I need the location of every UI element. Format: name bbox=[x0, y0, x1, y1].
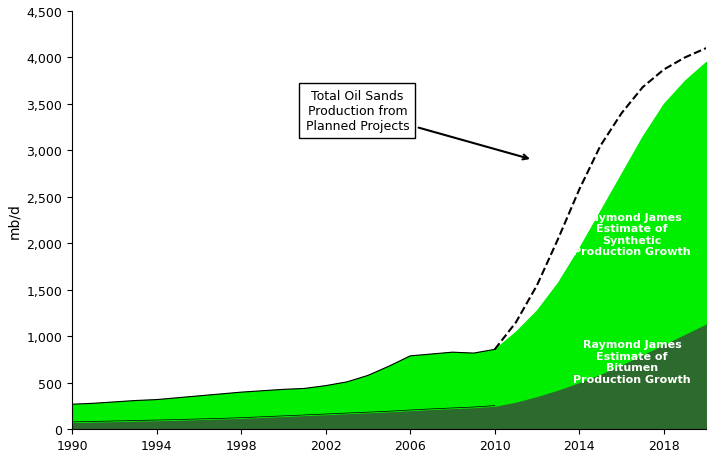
Text: Total Oil Sands
Production from
Planned Projects: Total Oil Sands Production from Planned … bbox=[306, 90, 528, 160]
Text: Raymond James
Estimate of
Synthetic
Production Growth: Raymond James Estimate of Synthetic Prod… bbox=[573, 212, 691, 257]
Text: Raymond James
Estimate of
Bitumen
Production Growth: Raymond James Estimate of Bitumen Produc… bbox=[573, 339, 691, 384]
Y-axis label: mb/d: mb/d bbox=[7, 203, 21, 239]
